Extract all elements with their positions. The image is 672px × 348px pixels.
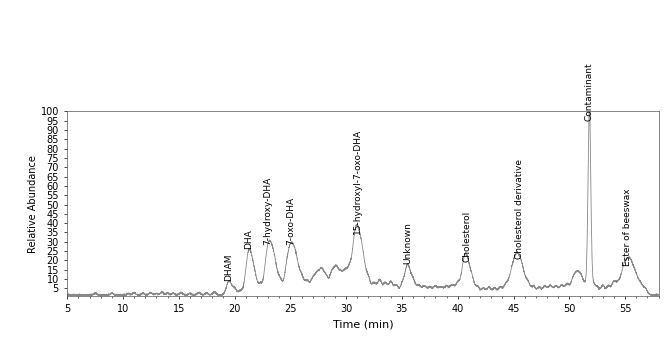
Y-axis label: Relative Abundance: Relative Abundance <box>28 155 38 253</box>
Text: DHA: DHA <box>245 229 253 249</box>
Text: 7-oxo-DHA: 7-oxo-DHA <box>286 197 295 245</box>
X-axis label: Time (min): Time (min) <box>333 320 393 330</box>
Text: Ester of beeswax: Ester of beeswax <box>623 188 632 266</box>
Text: Cholesterol: Cholesterol <box>462 211 471 262</box>
Text: Contaminant: Contaminant <box>585 62 594 121</box>
Text: 15-hydroxyl-7-oxo-DHA: 15-hydroxyl-7-oxo-DHA <box>353 129 362 234</box>
Text: Cholesterol derivative: Cholesterol derivative <box>515 159 523 259</box>
Text: DHAM: DHAM <box>224 253 233 281</box>
Text: Unknown: Unknown <box>403 222 412 264</box>
Text: 7-hydroxy-DHA: 7-hydroxy-DHA <box>263 177 273 245</box>
